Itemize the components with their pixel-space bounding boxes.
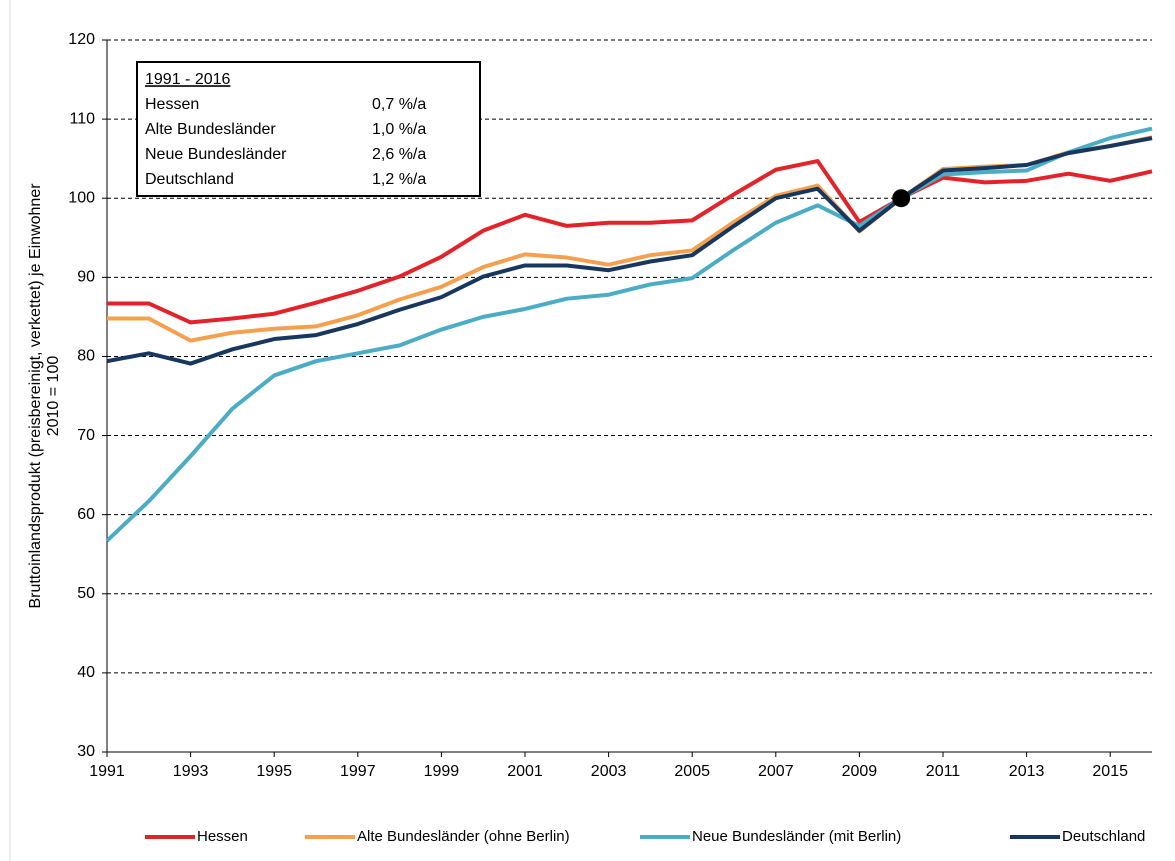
x-tick-label: 1997 (340, 763, 376, 780)
annotation-value: 2,6 %/a (372, 146, 426, 163)
y-label: 2010 = 100 (45, 356, 62, 437)
x-tick-label: 1993 (173, 763, 209, 780)
y-tick-label: 40 (77, 664, 95, 681)
legend-label: Deutschland (1062, 828, 1145, 845)
legend-label: Alte Bundesländer (ohne Berlin) (357, 828, 570, 845)
x-tick-label: 1999 (424, 763, 460, 780)
annotation-title: 1991 - 2016 (145, 71, 231, 88)
y-axis-title: Bruttoinlandsprodukt (preisbereinigt, ve… (27, 183, 62, 609)
y-tick-label: 50 (77, 585, 95, 602)
series-line (107, 159, 1153, 325)
y-label: Bruttoinlandsprodukt (preisbereinigt, ve… (27, 183, 44, 609)
annotation-value: 1,0 %/a (372, 121, 426, 138)
x-tick-label: 2005 (674, 763, 710, 780)
annotation-label: Hessen (145, 96, 199, 113)
annotation-box: 1991 - 2016 Hessen 0,7 %/a Alte Bundeslände… (136, 61, 481, 197)
annotation-label: Neue Bundesländer (145, 146, 287, 163)
y-tick-label: 90 (77, 269, 95, 286)
x-tick-label: 2013 (1009, 763, 1045, 780)
annotation-frame (136, 61, 481, 197)
y-tick-label: 30 (77, 743, 95, 760)
x-tick-label: 1991 (89, 763, 125, 780)
x-tick-label: 2011 (926, 763, 961, 780)
x-tick-label: 2015 (1092, 763, 1128, 780)
y-tick-label: 110 (69, 110, 95, 127)
series-line (106, 136, 1153, 366)
series-line (105, 126, 1153, 543)
annotation-value: 0,7 %/a (372, 96, 426, 113)
legend-label: Neue Bundesländer (mit Berlin) (692, 828, 901, 845)
legend-label: Hessen (197, 828, 248, 845)
x-tick-label: 2001 (507, 763, 543, 780)
y-tick-label: 120 (68, 31, 95, 48)
y-tick-label: 100 (68, 189, 95, 206)
x-tick-label: 2007 (758, 763, 794, 780)
y-tick-label: 70 (77, 427, 95, 444)
x-tick-label: 1995 (256, 763, 292, 780)
annotation-label: Alte Bundesländer (145, 121, 276, 138)
annotation-value: 1,2 %/a (372, 171, 426, 188)
y-tick-label: 60 (77, 506, 95, 523)
annotation-label: Deutschland (145, 171, 234, 188)
x-tick-label: 2009 (842, 763, 878, 780)
x-tick-label: 2003 (591, 763, 627, 780)
marker-point (892, 189, 911, 208)
y-tick-label: 80 (77, 348, 95, 365)
